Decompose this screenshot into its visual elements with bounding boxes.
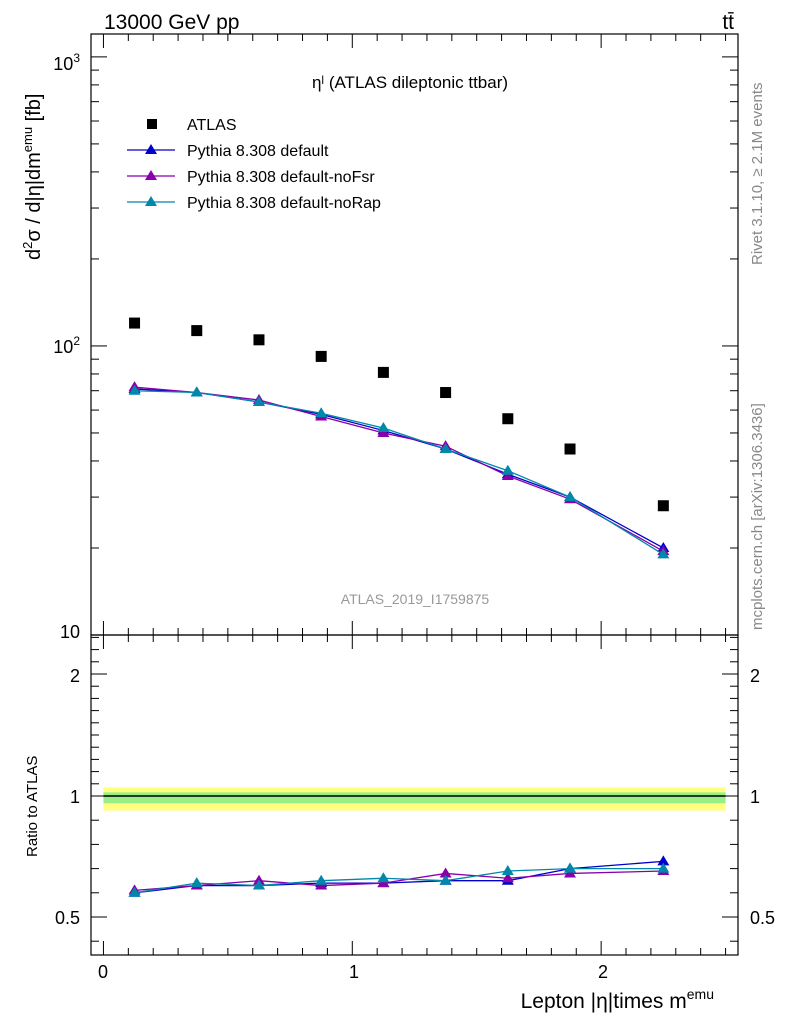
main-series-point-3 [657,548,670,559]
main-x-ticks [102,34,727,635]
ytick-label-100: 102 [53,334,80,357]
ratio-ytick-label-1-left: 1 [70,787,80,807]
ratio-band-inner [103,792,726,804]
process-label: tt̄ [722,11,734,34]
main-series-point-3 [564,491,577,502]
ratio-ticks [91,635,738,955]
ratio-series-point-1 [439,867,452,878]
legend-label-default: Pythia 8.308 default [187,143,329,160]
legend-marker-square [147,119,157,129]
main-panel: 10 102 103 d2σ / d|η|dmemu [fb] ηˡ (ATLA… [20,33,739,642]
ratio-ytick-label-05-right: 0.5 [750,908,775,928]
ratio-series-point-2 [501,865,514,876]
legend: ATLAS Pythia 8.308 default Pythia 8.308 … [127,117,381,212]
atlas-data-point [315,350,327,362]
main-series-point-3 [315,407,328,418]
ratio-series-point-2 [657,862,670,873]
atlas-data-point [129,317,141,329]
main-series-line-1 [134,388,664,549]
atlas-data-point [564,443,576,455]
main-series-point-3 [439,443,452,454]
energy-label: 13000 GeV pp [104,11,239,34]
atlas-data-point [377,366,389,378]
main-series-line-3 [134,390,664,555]
main-series-point-3 [377,422,390,433]
ratio-series-layer [128,855,670,897]
ytick-label-1000: 103 [53,51,80,74]
ratio-series-point-2 [564,862,577,873]
ratio-series-point-2 [439,874,452,885]
rivet-label: Rivet 3.1.10, ≥ 2.1M events [749,83,766,266]
legend-label-norap: Pythia 8.308 default-noRap [187,195,381,212]
ratio-series-point-2 [315,874,328,885]
main-y-axis-label: d2σ / d|η|dmemu [fb] [20,94,45,260]
legend-marker-triangle-nofsr [145,170,157,180]
atlas-data-point [657,500,669,512]
chart-title: ηˡ (ATLAS dileptonic ttbar) [312,73,508,92]
ratio-frame [90,634,739,956]
legend-label-nofsr: Pythia 8.308 default-noFsr [187,169,375,186]
main-series-line-2 [134,386,664,552]
legend-entry-nofsr: Pythia 8.308 default-noFsr [127,169,375,186]
ratio-ytick-label-2-left: 2 [70,666,80,686]
legend-label-atlas: ATLAS [187,117,237,134]
ratio-y-axis-label: Ratio to ATLAS [24,756,41,857]
ratio-series-line-1 [134,870,664,892]
main-series-point-3 [190,386,203,397]
atlas-data-point [253,334,265,346]
analysis-watermark: ATLAS_2019_I1759875 [341,591,490,607]
main-series-point-3 [501,464,514,475]
ratio-ytick-label-1-right: 1 [750,787,760,807]
legend-entry-norap: Pythia 8.308 default-noRap [127,195,381,212]
ratio-series-point-2 [128,886,141,897]
ratio-series-point-2 [377,872,390,883]
ratio-series-point-2 [252,879,265,890]
legend-entry-atlas: ATLAS [147,117,237,134]
legend-entry-default: Pythia 8.308 default [127,143,329,160]
main-series-point-3 [252,395,265,406]
ratio-panel: 2 1 0.5 2 1 0.5 0 1 2 Ratio to ATLAS Lep… [24,634,775,1013]
main-series-layer [128,317,670,559]
ratio-ytick-label-05-left: 0.5 [55,908,80,928]
main-series-point-2 [501,469,514,480]
legend-marker-triangle-norap [145,196,157,206]
main-series-point-3 [128,384,141,395]
ytick-label-10: 10 [60,622,80,642]
xtick-label-0: 0 [98,962,108,982]
atlas-data-point [502,413,514,425]
atlas-data-point [440,387,452,399]
ratio-series-line-0 [134,860,664,894]
atlas-data-point [191,325,203,337]
ratio-series-point-2 [190,877,203,888]
main-y-ticks [91,56,738,636]
ratio-ytick-label-2-right: 2 [750,666,760,686]
xtick-label-1: 1 [349,962,359,982]
legend-marker-triangle-default [145,144,157,154]
ratio-series-point-1 [501,872,514,883]
x-axis-label: Lepton |η|times memu [521,986,714,1013]
source-label: mcplots.cern.ch [arXiv:1306.3436] [749,403,766,630]
xtick-label-2: 2 [598,962,608,982]
ratio-series-point-0 [657,855,670,866]
ratio-uncertainty-band [103,787,726,811]
